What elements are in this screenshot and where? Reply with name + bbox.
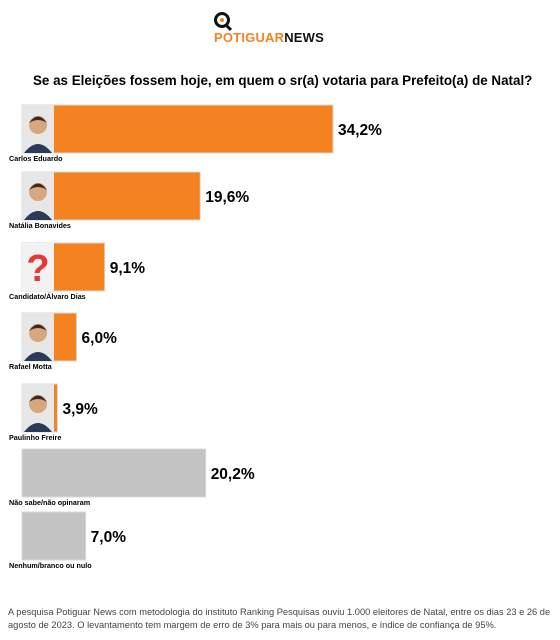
- magnifier-q-icon: [214, 12, 230, 28]
- value-label: 3,9%: [62, 401, 98, 418]
- poll-question: Se as Eleições fossem hoje, em quem o sr…: [33, 73, 533, 88]
- question-mark-icon: ?: [26, 248, 49, 290]
- value-label: 20,2%: [211, 466, 255, 483]
- brand-logo: POTIGUARNEWS: [214, 30, 324, 45]
- value-label: 6,0%: [82, 330, 118, 347]
- category-label: Nenhum/branco ou nulo: [9, 561, 92, 570]
- category-label: Rafael Motta: [9, 362, 53, 371]
- candidate-photo: [22, 384, 54, 432]
- category-label: Candidato/Álvaro Dias: [9, 292, 86, 301]
- brand-name-part1: POTIGUAR: [214, 30, 285, 45]
- avatar-placeholder: [22, 243, 54, 291]
- methodology-note: A pesquisa Potiguar News com metodologia…: [8, 607, 551, 630]
- category-label: Paulinho Freire: [9, 433, 61, 442]
- category-label: Não sabe/não opinaram: [9, 498, 90, 507]
- value-label: 7,0%: [91, 529, 127, 546]
- value-label: 34,2%: [338, 122, 382, 139]
- bar: [21, 104, 334, 154]
- bar-chart: 34,2% Carlos Eduardo 19,6% Natália Bonavide…: [9, 104, 382, 570]
- value-label: 9,1%: [110, 260, 146, 277]
- category-label: Natália Bonavides: [9, 221, 71, 230]
- brand-header: POTIGUARNEWS: [0, 10, 560, 45]
- candidate-photo: [22, 172, 54, 220]
- value-label: 19,6%: [205, 189, 249, 206]
- bar: [21, 511, 87, 561]
- bar: [21, 448, 207, 498]
- candidate-photo: [22, 105, 54, 153]
- category-label: Carlos Eduardo: [9, 154, 63, 163]
- candidate-photo: [22, 313, 54, 361]
- brand-name-part2: NEWS: [284, 30, 325, 45]
